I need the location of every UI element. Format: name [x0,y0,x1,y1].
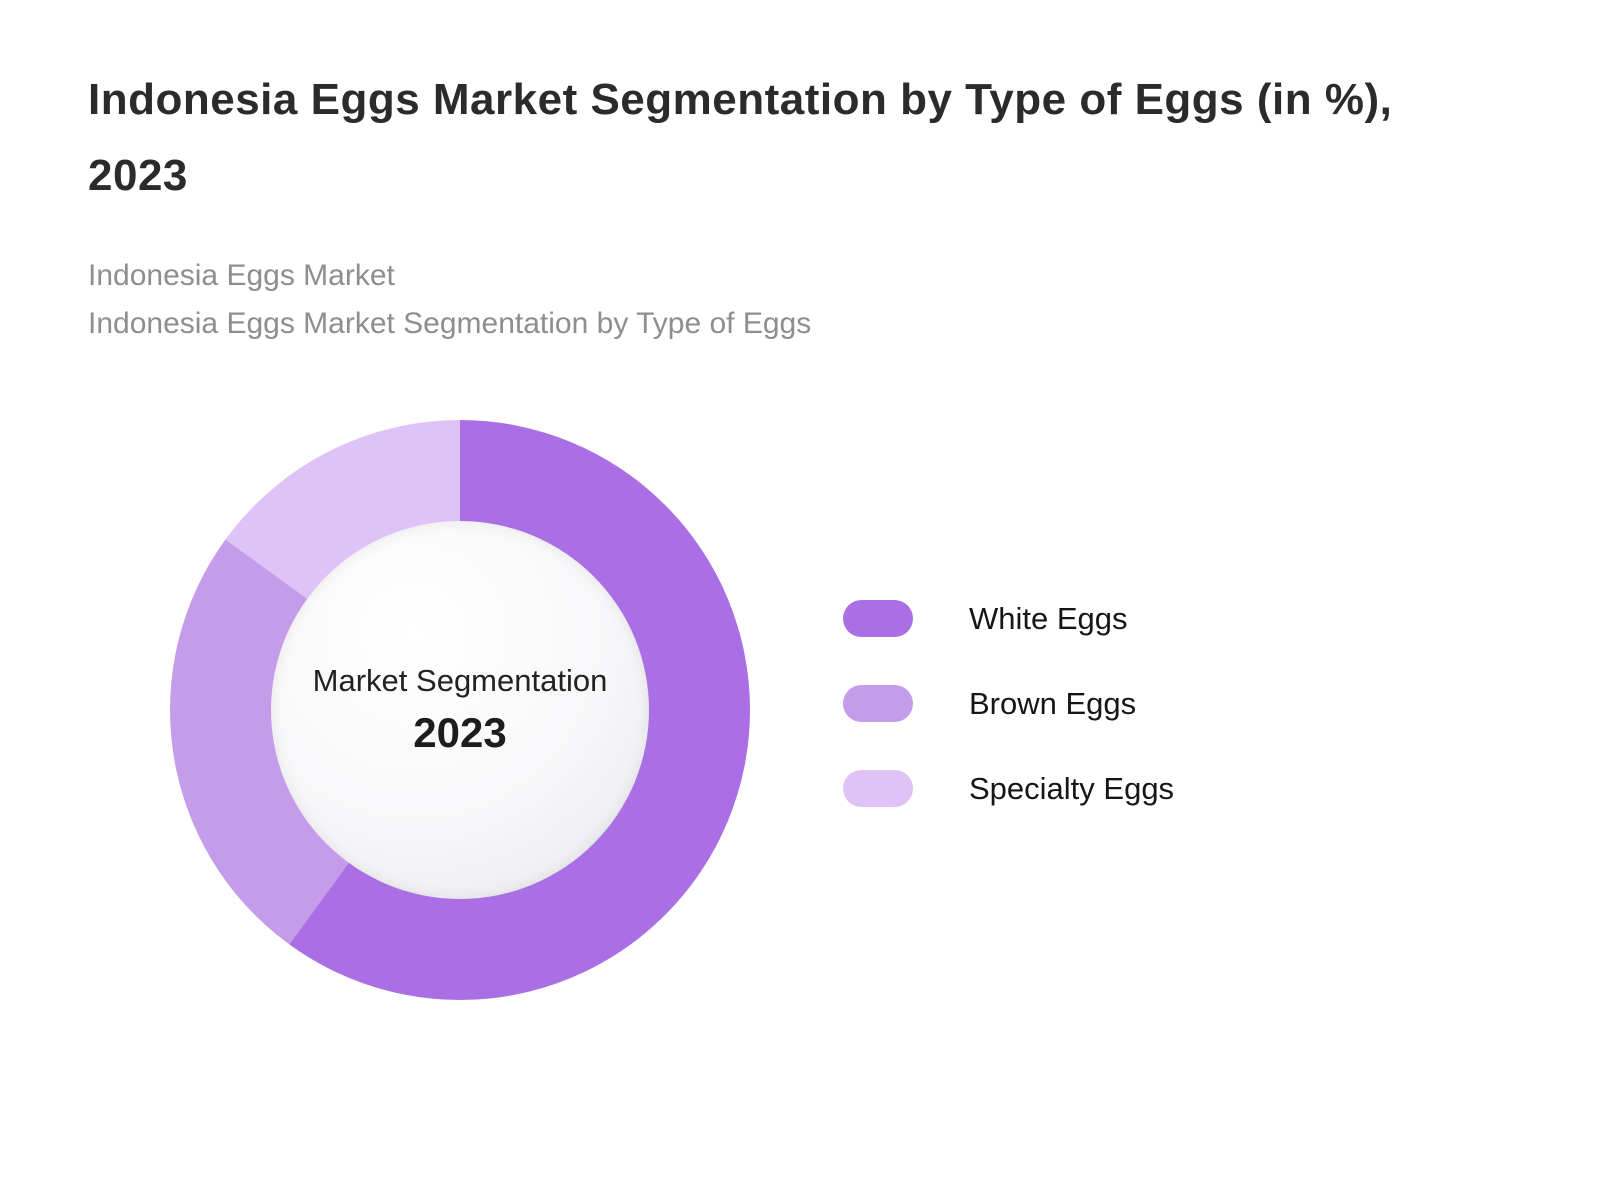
legend-label: Specialty Eggs [969,770,1175,806]
legend-item: Specialty Eggs [843,770,1174,807]
subtitle-line-1: Indonesia Eggs Market [88,259,395,292]
legend-label: Brown Eggs [969,685,1137,721]
donut-center: Market Segmentation 2023 [271,521,649,899]
page-subtitle: Indonesia Eggs Market Indonesia Eggs Mar… [88,252,1388,348]
subtitle-line-2: Indonesia Eggs Market Segmentation by Ty… [88,307,812,340]
legend-item: White Eggs [843,600,1174,637]
legend: White Eggs Brown Eggs Specialty Eggs [843,600,1174,807]
donut-center-year: 2023 [413,709,507,756]
page-title: Indonesia Eggs Market Segmentation by Ty… [88,75,1393,200]
donut-chart: Market Segmentation 2023 [170,420,750,1000]
donut-center-label: Market Segmentation [312,663,608,698]
legend-label: White Eggs [969,600,1128,636]
legend-swatch-icon [843,685,913,722]
legend-swatch-icon [843,600,913,637]
legend-swatch-icon [843,770,913,807]
legend-item: Brown Eggs [843,685,1174,722]
